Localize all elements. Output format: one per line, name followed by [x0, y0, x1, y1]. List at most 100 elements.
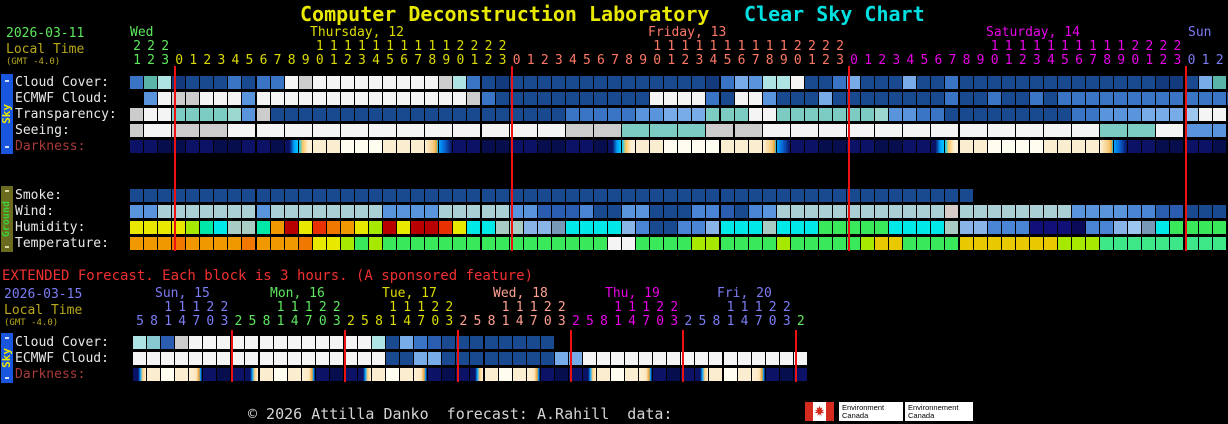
forecast-block-cloud-cover[interactable] — [1184, 76, 1198, 89]
forecast-block-temperature[interactable] — [130, 237, 143, 250]
forecast-block-temperature[interactable] — [734, 237, 748, 250]
ext-forecast-block-ext-ecmwf-cloud[interactable] — [231, 352, 245, 365]
forecast-block-smoke[interactable] — [636, 189, 650, 202]
ext-forecast-block-ext-ecmwf-cloud[interactable] — [161, 352, 175, 365]
ext-forecast-block-ext-darkness[interactable] — [161, 368, 175, 381]
ext-forecast-block-ext-cloud-cover[interactable] — [357, 336, 371, 349]
ext-forecast-block-ext-darkness[interactable] — [512, 368, 526, 381]
forecast-block-seeing[interactable] — [622, 124, 650, 137]
forecast-block-cloud-cover[interactable] — [551, 76, 565, 89]
ext-forecast-block-ext-darkness[interactable] — [400, 368, 414, 381]
forecast-block-cloud-cover[interactable] — [369, 76, 383, 89]
forecast-block-humidity[interactable] — [917, 221, 931, 234]
forecast-block-transparency[interactable] — [397, 108, 411, 121]
ext-forecast-block-ext-darkness[interactable] — [217, 368, 231, 381]
forecast-block-transparency[interactable] — [959, 108, 973, 121]
forecast-block-ecmwf-cloud[interactable] — [326, 92, 340, 105]
ext-forecast-block-ext-darkness[interactable] — [189, 368, 203, 381]
forecast-block-cloud-cover[interactable] — [1128, 76, 1142, 89]
forecast-block-transparency[interactable] — [130, 108, 143, 121]
forecast-block-ecmwf-cloud[interactable] — [495, 92, 509, 105]
forecast-block-cloud-cover[interactable] — [987, 76, 1001, 89]
forecast-block-wind[interactable] — [425, 205, 439, 218]
forecast-block-cloud-cover[interactable] — [397, 76, 411, 89]
ext-forecast-block-ext-darkness[interactable] — [582, 368, 596, 381]
forecast-block-cloud-cover[interactable] — [214, 76, 228, 89]
forecast-block-ecmwf-cloud[interactable] — [804, 92, 818, 105]
ext-forecast-block-ext-cloud-cover[interactable] — [540, 336, 554, 349]
forecast-block-darkness[interactable] — [1156, 140, 1170, 153]
forecast-block-cloud-cover[interactable] — [833, 76, 846, 89]
forecast-block-wind[interactable] — [397, 205, 411, 218]
forecast-block-cloud-cover[interactable] — [1114, 76, 1128, 89]
forecast-block-cloud-cover[interactable] — [650, 76, 664, 89]
forecast-block-wind[interactable] — [439, 205, 453, 218]
forecast-block-transparency[interactable] — [354, 108, 368, 121]
forecast-block-seeing[interactable] — [875, 124, 903, 137]
forecast-block-humidity[interactable] — [1156, 221, 1170, 234]
forecast-block-smoke[interactable] — [495, 189, 509, 202]
forecast-block-humidity[interactable] — [1015, 221, 1029, 234]
forecast-block-smoke[interactable] — [593, 189, 607, 202]
forecast-block-ecmwf-cloud[interactable] — [425, 92, 439, 105]
forecast-block-humidity[interactable] — [889, 221, 903, 234]
forecast-block-humidity[interactable] — [369, 221, 383, 234]
ext-forecast-block-ext-darkness[interactable] — [751, 368, 765, 381]
ext-forecast-block-ext-darkness[interactable] — [259, 368, 273, 381]
forecast-block-humidity[interactable] — [593, 221, 607, 234]
forecast-block-cloud-cover[interactable] — [790, 76, 804, 89]
forecast-block-darkness[interactable] — [650, 140, 664, 153]
forecast-block-transparency[interactable] — [664, 108, 678, 121]
forecast-block-temperature[interactable] — [439, 237, 453, 250]
forecast-block-temperature[interactable] — [762, 237, 776, 250]
forecast-block-temperature[interactable] — [1128, 237, 1142, 250]
forecast-block-ecmwf-cloud[interactable] — [959, 92, 973, 105]
forecast-block-smoke[interactable] — [762, 189, 776, 202]
ext-forecast-block-ext-cloud-cover[interactable] — [287, 336, 301, 349]
forecast-block-wind[interactable] — [903, 205, 917, 218]
forecast-block-darkness[interactable] — [734, 140, 748, 153]
forecast-block-smoke[interactable] — [818, 189, 832, 202]
forecast-block-humidity[interactable] — [340, 221, 354, 234]
forecast-block-temperature[interactable] — [636, 237, 650, 250]
forecast-block-wind[interactable] — [734, 205, 748, 218]
forecast-block-transparency[interactable] — [383, 108, 397, 121]
forecast-block-temperature[interactable] — [158, 237, 172, 250]
forecast-block-cloud-cover[interactable] — [959, 76, 973, 89]
forecast-block-humidity[interactable] — [861, 221, 875, 234]
forecast-block-seeing[interactable] — [847, 124, 875, 137]
forecast-block-transparency[interactable] — [776, 108, 790, 121]
forecast-block-temperature[interactable] — [1015, 237, 1029, 250]
forecast-block-smoke[interactable] — [383, 189, 397, 202]
forecast-block-cloud-cover[interactable] — [383, 76, 397, 89]
forecast-block-temperature[interactable] — [748, 237, 762, 250]
forecast-block-temperature[interactable] — [383, 237, 397, 250]
forecast-block-cloud-cover[interactable] — [1212, 76, 1226, 89]
forecast-block-ecmwf-cloud[interactable] — [636, 92, 650, 105]
forecast-block-cloud-cover[interactable] — [284, 76, 298, 89]
forecast-block-ecmwf-cloud[interactable] — [284, 92, 298, 105]
forecast-block-darkness[interactable] — [411, 140, 425, 153]
forecast-block-darkness[interactable] — [748, 140, 762, 153]
forecast-block-cloud-cover[interactable] — [523, 76, 537, 89]
forecast-block-smoke[interactable] — [608, 189, 622, 202]
forecast-block-cloud-cover[interactable] — [326, 76, 340, 89]
forecast-block-cloud-cover[interactable] — [537, 76, 551, 89]
forecast-block-cloud-cover[interactable] — [242, 76, 256, 89]
forecast-block-cloud-cover[interactable] — [748, 76, 762, 89]
forecast-block-cloud-cover[interactable] — [1142, 76, 1156, 89]
forecast-block-darkness[interactable] — [214, 140, 228, 153]
forecast-block-humidity[interactable] — [818, 221, 832, 234]
forecast-block-cloud-cover[interactable] — [593, 76, 607, 89]
forecast-block-humidity[interactable] — [720, 221, 734, 234]
forecast-block-cloud-cover[interactable] — [481, 76, 495, 89]
forecast-block-temperature[interactable] — [776, 237, 790, 250]
forecast-block-seeing[interactable] — [1015, 124, 1043, 137]
forecast-block-transparency[interactable] — [875, 108, 889, 121]
forecast-block-transparency[interactable] — [565, 108, 579, 121]
forecast-block-ecmwf-cloud[interactable] — [678, 92, 692, 105]
forecast-block-ecmwf-cloud[interactable] — [369, 92, 383, 105]
forecast-block-wind[interactable] — [130, 205, 143, 218]
forecast-block-wind[interactable] — [200, 205, 214, 218]
forecast-block-transparency[interactable] — [1212, 108, 1226, 121]
